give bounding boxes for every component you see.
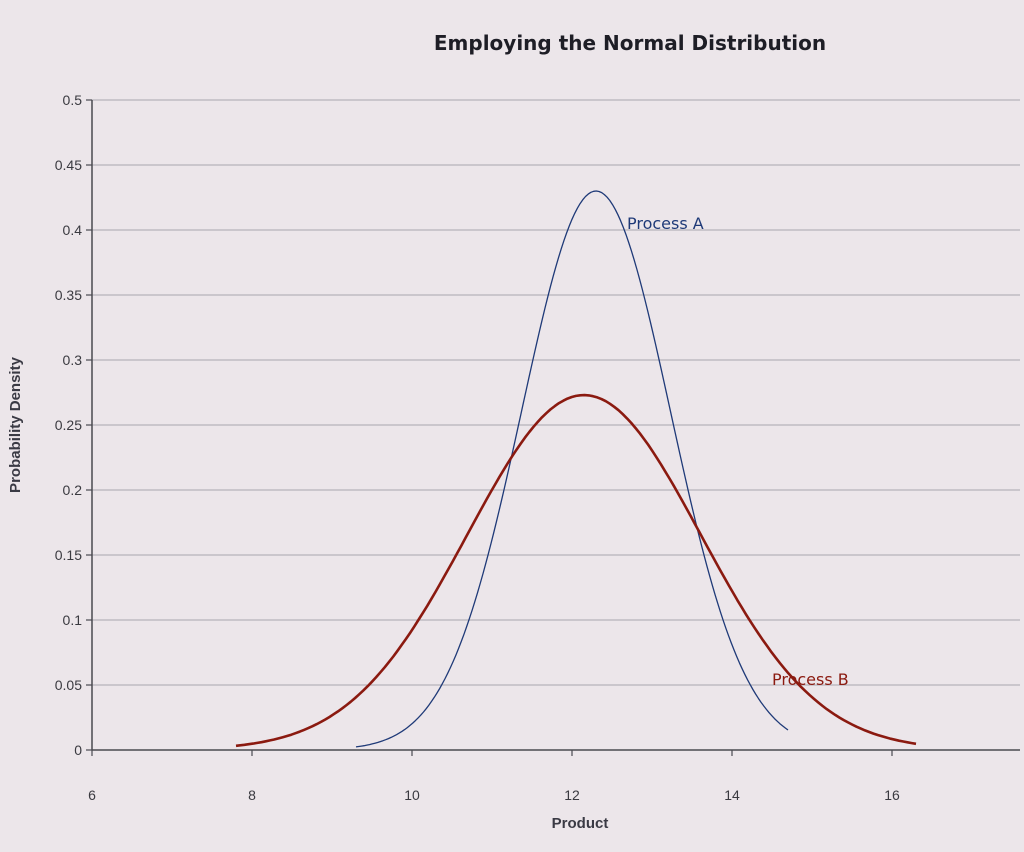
x-tick-label: 6 <box>88 787 96 803</box>
y-tick-label: 0 <box>74 742 82 758</box>
y-tick-label: 0.35 <box>55 287 82 303</box>
chart-title: Employing the Normal Distribution <box>434 31 826 55</box>
y-axis-label: Probability Density <box>7 356 24 493</box>
y-tick-label: 0.5 <box>63 92 83 108</box>
x-tick-label: 8 <box>248 787 256 803</box>
series-label-process-a: Process A <box>627 214 704 233</box>
y-tick-label: 0.05 <box>55 677 82 693</box>
y-tick-label: 0.45 <box>55 157 82 173</box>
y-tick-label: 0.3 <box>63 352 83 368</box>
series-line-process-a <box>355 190 789 748</box>
series-group <box>235 190 917 748</box>
x-tick-label: 12 <box>564 787 580 803</box>
x-axis-ticks: 6 8 10 12 14 16 <box>88 750 900 803</box>
series-label-process-b: Process B <box>772 670 849 689</box>
x-tick-label: 14 <box>724 787 740 803</box>
x-axis-label: Product <box>552 815 609 832</box>
x-tick-label: 16 <box>884 787 900 803</box>
series-line-process-b <box>235 393 917 748</box>
y-tick-label: 0.1 <box>63 612 83 628</box>
y-tick-label: 0.2 <box>63 482 83 498</box>
y-axis-ticks: 0 0.05 0.1 0.15 0.2 0.25 0.3 0.35 0.4 0.45 0.5 <box>55 92 92 758</box>
y-tick-label: 0.15 <box>55 547 82 563</box>
y-tick-label: 0.25 <box>55 417 82 433</box>
gridlines <box>92 99 1020 751</box>
x-tick-label: 10 <box>404 787 420 803</box>
y-tick-label: 0.4 <box>63 222 83 238</box>
